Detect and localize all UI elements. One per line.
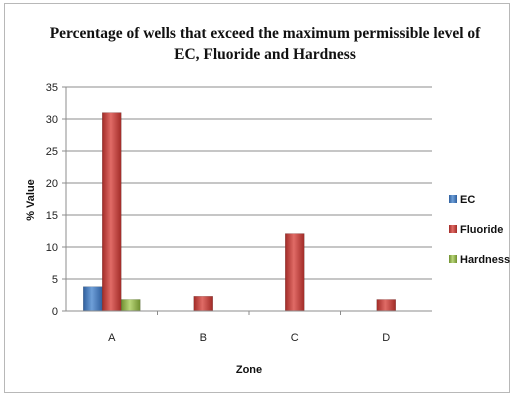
- x-tick-label-b: B: [200, 332, 207, 344]
- legend-label-ec: EC: [460, 194, 475, 206]
- chart-title-line-2: EC, Fluoride and Hardness: [174, 46, 356, 63]
- bar-fluoride-c: [285, 233, 305, 312]
- legend-label-hardness: Hardness: [460, 254, 510, 266]
- bar-fluoride-d: [376, 299, 396, 312]
- y-axis-title: % Value: [25, 179, 37, 221]
- y-tick-label: 0: [52, 306, 58, 318]
- bar-ec-a: [83, 286, 103, 312]
- chart-frame: [4, 3, 510, 393]
- y-tick-label: 30: [46, 114, 58, 126]
- chart-title-line-1: Percentage of wells that exceed the maxi…: [50, 25, 481, 42]
- legend-swatch-ec: [449, 195, 457, 203]
- bar-fluoride-a: [102, 112, 122, 312]
- y-tick-label: 20: [46, 178, 58, 190]
- x-tick-label-d: D: [382, 332, 390, 344]
- x-axis-title: Zone: [236, 364, 262, 376]
- y-tick-label: 35: [46, 82, 58, 94]
- legend: EC Fluoride Hardness: [449, 194, 510, 266]
- legend-label-fluoride: Fluoride: [460, 224, 503, 236]
- y-tick-label: 10: [46, 242, 58, 254]
- y-tick-label: 25: [46, 146, 58, 158]
- y-tick-label: 5: [52, 274, 58, 286]
- legend-swatch-hardness: [449, 255, 457, 263]
- x-tick-label-a: A: [108, 332, 116, 344]
- bar-hardness-a: [121, 299, 141, 312]
- y-tick-label: 15: [46, 210, 58, 222]
- bar-fluoride-b: [193, 296, 213, 312]
- legend-swatch-fluoride: [449, 225, 457, 233]
- x-tick-label-c: C: [291, 332, 299, 344]
